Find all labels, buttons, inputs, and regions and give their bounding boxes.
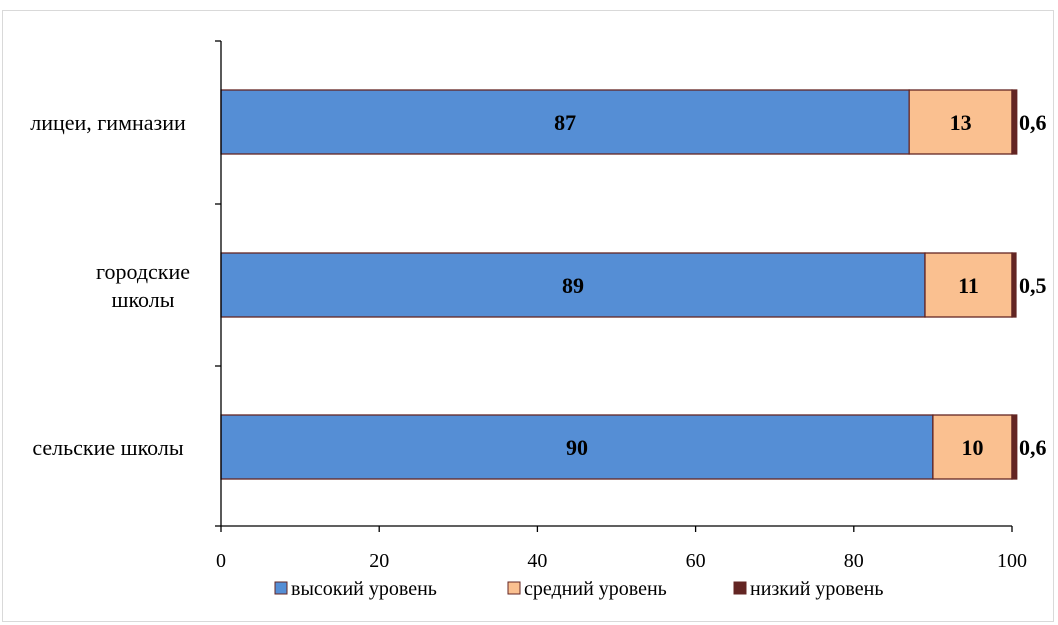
category-label-1: лицеи, гимназии (30, 110, 186, 135)
bar-3-cat-3 (1011, 414, 1018, 480)
axes-layer: 0 20 40 60 80 100 (215, 40, 1027, 572)
data-label-1-cat-1: 87 (554, 110, 576, 135)
bar-2-cat-3 (932, 414, 1013, 480)
bar-3-cat-1 (1011, 89, 1018, 155)
x-tick-label-1: 0 (216, 550, 226, 572)
legend-swatch-3 (733, 581, 747, 595)
category-label-2-line-2: школы (112, 287, 175, 312)
x-tick-label-2: 20 (369, 550, 389, 572)
legend-label-3: низкий уровень (750, 578, 883, 600)
x-tick-label-5: 80 (844, 550, 864, 572)
bar-1-cat-2 (220, 252, 926, 318)
bar-1-cat-3 (220, 414, 934, 480)
legend-label-2: средний уровень (524, 578, 667, 600)
data-label-2-cat-1: 13 (950, 110, 972, 135)
category-label-3: сельские школы (32, 435, 184, 460)
bars-layer (220, 89, 1018, 480)
data-label-1-cat-3: 90 (566, 435, 588, 460)
data-label-3-cat-2: 0,5 (1019, 273, 1047, 298)
data-label-3-cat-1: 0,6 (1019, 110, 1047, 135)
bar-2-cat-2 (924, 252, 1013, 318)
bar-3-cat-2 (1011, 252, 1017, 318)
data-label-2-cat-3: 10 (961, 435, 983, 460)
legend-swatch-2 (507, 581, 521, 595)
x-tick-label-3: 40 (527, 550, 547, 572)
legend: высокий уровень средний уровень низкий уро… (274, 578, 883, 600)
data-label-2-cat-2: 11 (958, 273, 979, 298)
data-label-1-cat-2: 89 (562, 273, 584, 298)
legend-label-1: высокий уровень (291, 578, 437, 600)
bar-1-cat-1 (220, 89, 910, 155)
x-tick-label-6: 100 (997, 550, 1027, 572)
x-tick-label-4: 60 (686, 550, 706, 572)
labels-layer: 87 13 0,6 лицеи, гимназии 89 11 0,5 городские шк… (30, 110, 1046, 460)
data-label-3-cat-3: 0,6 (1019, 435, 1047, 460)
bar-2-cat-1 (908, 89, 1013, 155)
category-label-2-line-1: городские (96, 259, 190, 284)
legend-swatch-1 (274, 581, 288, 595)
